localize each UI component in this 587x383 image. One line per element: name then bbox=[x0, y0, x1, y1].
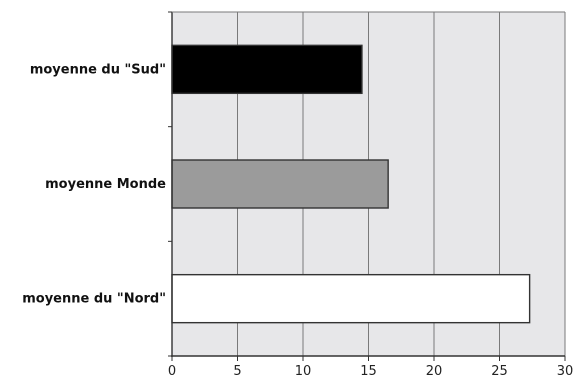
x-tick-label-6: 30 bbox=[557, 364, 574, 379]
x-tick-label-2: 10 bbox=[295, 364, 312, 379]
bars bbox=[171, 44, 531, 324]
x-axis-ticks: 0 5 10 15 20 25 30 bbox=[168, 356, 573, 379]
bar-2 bbox=[171, 273, 531, 324]
x-tick-label-0: 0 bbox=[168, 364, 176, 379]
category-label-0: moyenne du "Sud" bbox=[30, 62, 166, 77]
x-tick-label-4: 20 bbox=[426, 364, 443, 379]
bar-1 bbox=[171, 159, 389, 209]
category-label-2: moyenne du "Nord" bbox=[22, 292, 166, 307]
category-labels: moyenne du "Sud" moyenne Monde moyenne du … bbox=[22, 62, 166, 306]
x-tick-label-5: 25 bbox=[491, 364, 508, 379]
bar-0 bbox=[171, 44, 363, 95]
x-tick-label-1: 5 bbox=[233, 364, 241, 379]
x-tick-label-3: 15 bbox=[360, 364, 377, 379]
category-label-1: moyenne Monde bbox=[45, 177, 166, 192]
